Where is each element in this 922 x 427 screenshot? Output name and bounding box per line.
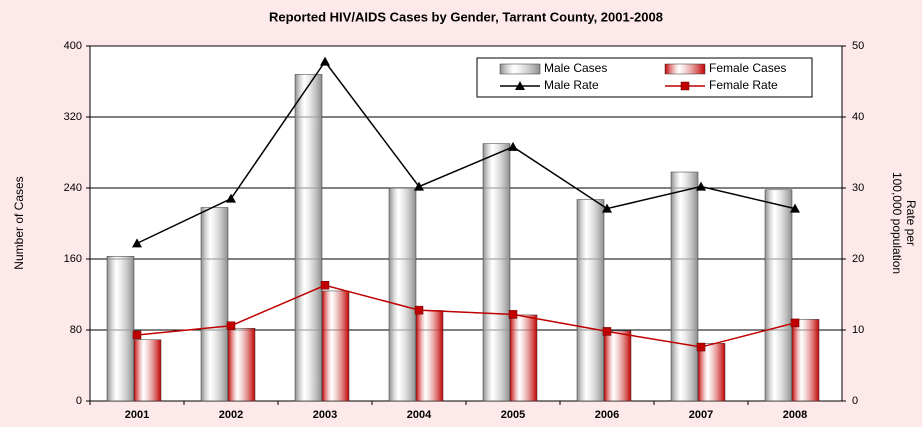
marker	[320, 281, 330, 290]
y2-tick-label: 20	[852, 253, 864, 265]
line	[136, 60, 796, 245]
bar	[482, 143, 511, 402]
marker	[226, 321, 236, 330]
marker	[508, 310, 518, 319]
bar	[321, 290, 350, 402]
y-tick-label: 160	[64, 253, 82, 265]
legend-label: Female Cases	[709, 61, 786, 75]
x-tick-label: 2004	[407, 409, 432, 421]
marker	[602, 203, 612, 213]
bar	[670, 171, 699, 402]
x-tick-label: 2003	[313, 409, 337, 421]
bar	[603, 330, 632, 402]
bar	[388, 187, 417, 402]
line	[136, 284, 796, 348]
x-tick-label: 2001	[125, 409, 149, 421]
y-tick-label: 0	[76, 395, 82, 407]
marker	[320, 56, 330, 66]
y2-axis-label: 100,000 population	[890, 172, 904, 274]
legend-label: Male Rate	[544, 78, 599, 92]
y2-tick-label: 10	[852, 324, 864, 336]
marker	[696, 342, 706, 352]
y2-tick-label: 30	[852, 182, 864, 194]
bar	[764, 189, 793, 402]
marker	[132, 238, 142, 248]
y-axis-label: Number of Cases	[12, 176, 26, 269]
legend-label: Male Cases	[544, 61, 607, 75]
y-tick-label: 400	[64, 40, 82, 52]
marker	[414, 181, 424, 191]
bar	[294, 74, 323, 402]
bar	[576, 199, 605, 402]
bar	[791, 319, 820, 402]
y-tick-label: 240	[64, 182, 82, 194]
marker	[132, 330, 142, 340]
marker	[680, 81, 690, 91]
x-tick-label: 2008	[783, 409, 807, 421]
legend-swatch	[664, 63, 706, 75]
marker	[226, 193, 236, 203]
y-tick-label: 80	[70, 324, 82, 336]
x-tick-label: 2002	[219, 409, 243, 421]
bar	[509, 314, 538, 402]
bar	[200, 207, 229, 402]
x-tick-label: 2006	[595, 409, 619, 421]
x-tick-label: 2005	[501, 409, 525, 421]
bar	[106, 256, 135, 402]
marker	[515, 81, 525, 90]
chart-title: Reported HIV/AIDS Cases by Gender, Tarra…	[269, 9, 663, 24]
marker	[790, 318, 800, 328]
y2-axis-label: Rate per	[904, 200, 918, 246]
marker	[602, 327, 612, 336]
marker	[696, 181, 706, 191]
marker	[508, 141, 518, 151]
bar	[697, 343, 726, 402]
y2-tick-label: 50	[852, 40, 864, 52]
marker	[790, 203, 800, 213]
y2-tick-label: 40	[852, 111, 864, 123]
y-tick-label: 320	[64, 111, 82, 123]
marker	[414, 305, 424, 315]
y2-tick-label: 0	[852, 395, 858, 407]
legend-swatch	[499, 63, 541, 75]
x-tick-label: 2007	[689, 409, 713, 421]
legend-label: Female Rate	[709, 78, 778, 92]
legend: Male Cases Female Cases Male Rate Female Ra…	[476, 57, 813, 98]
bar	[415, 310, 444, 402]
bar	[227, 327, 256, 402]
bar	[133, 339, 162, 402]
